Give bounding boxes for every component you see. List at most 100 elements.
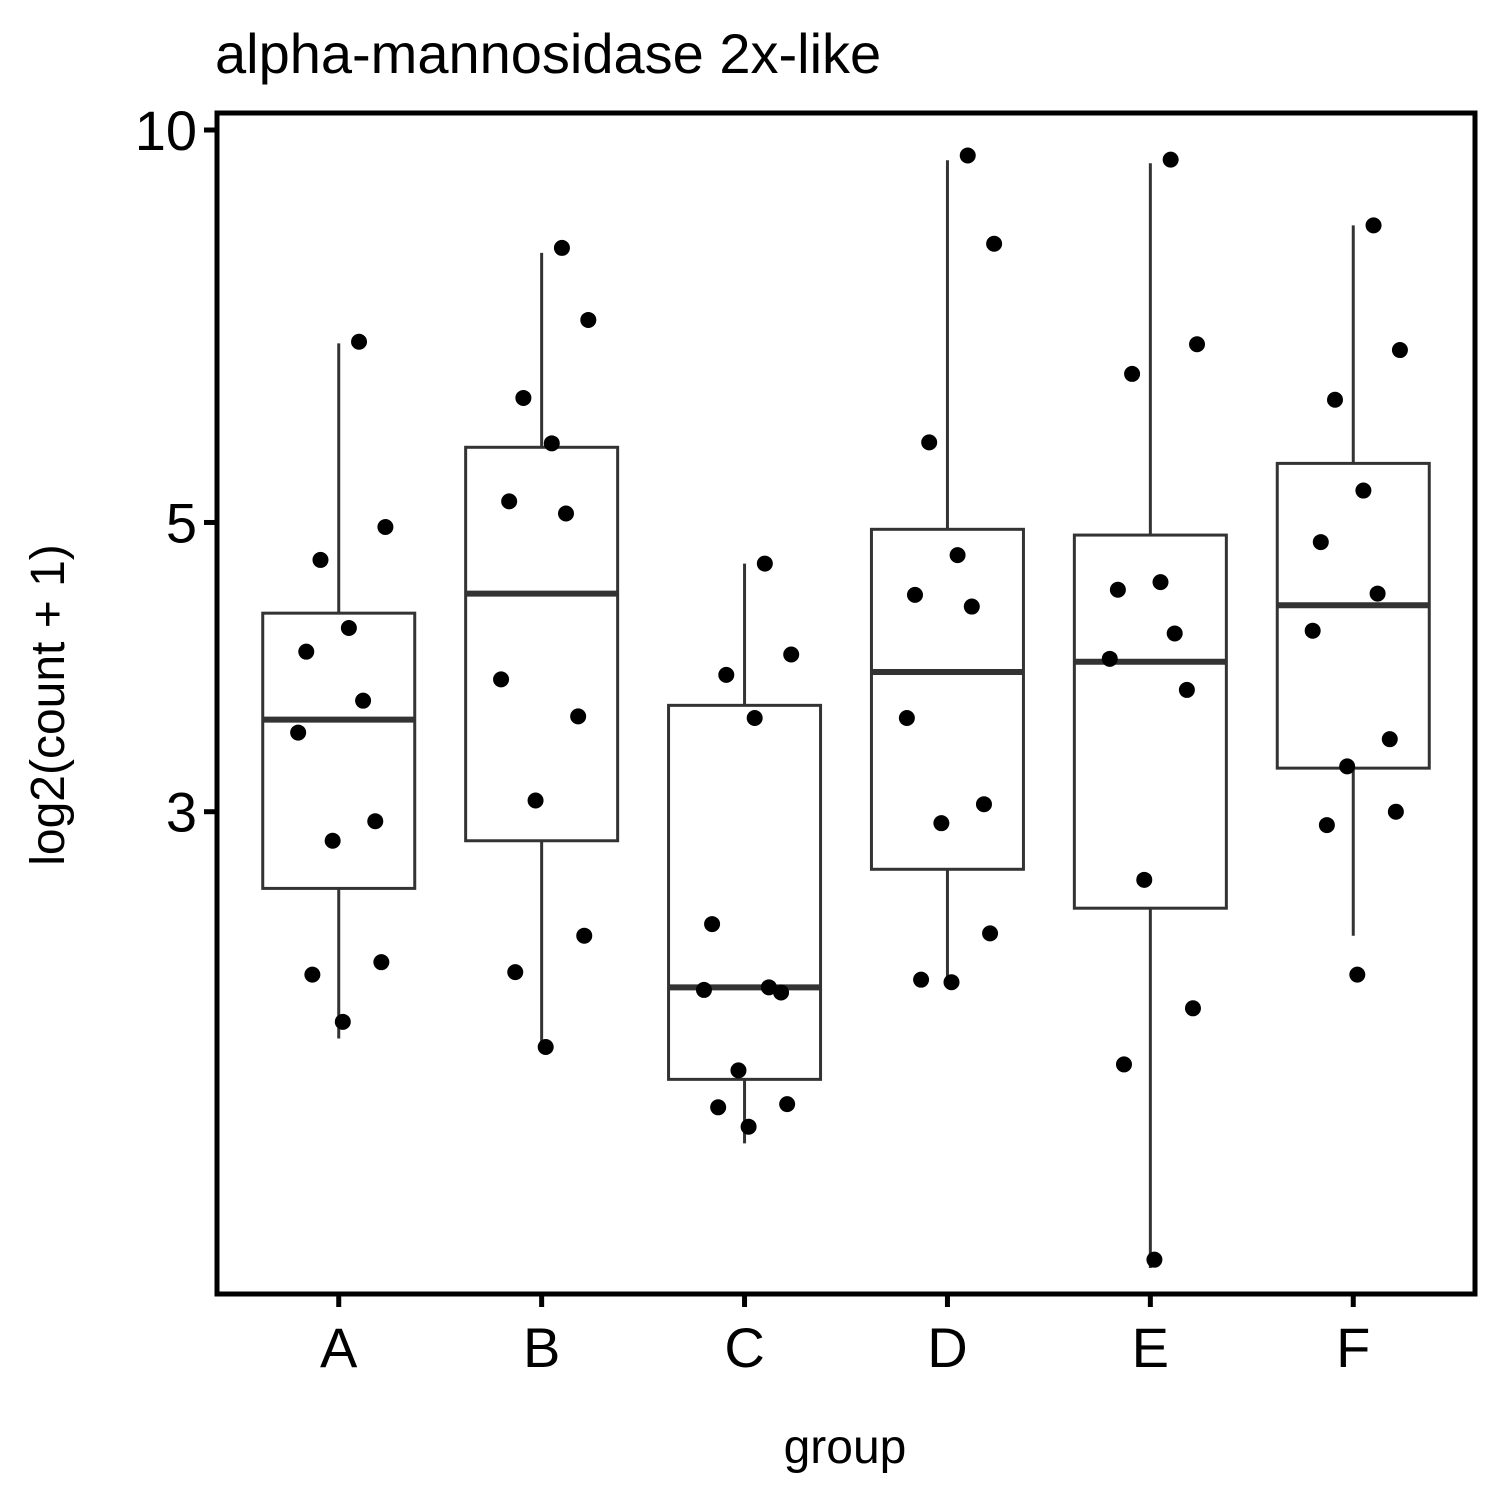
box-group-d	[869, 160, 1025, 980]
x-tick-label: A	[320, 1316, 358, 1379]
y-axis-label: log2(count + 1)	[22, 544, 75, 866]
x-tick-label: C	[724, 1316, 764, 1379]
box	[1275, 461, 1431, 770]
data-point	[501, 493, 518, 510]
data-point	[570, 708, 587, 725]
points-group-e	[1101, 151, 1206, 1268]
data-point	[576, 927, 593, 944]
data-point	[493, 671, 510, 688]
data-point	[1312, 534, 1329, 551]
data-point	[921, 434, 938, 451]
box-group-e	[1072, 163, 1228, 1269]
data-point	[773, 984, 790, 1001]
data-point	[898, 709, 915, 726]
data-point	[290, 724, 307, 741]
data-point	[543, 435, 560, 452]
box-group-a	[261, 343, 417, 1039]
chart-title: alpha-mannosidase 2x-like	[215, 22, 881, 85]
y-tick-label: 3	[166, 781, 197, 844]
box-group-f	[1275, 225, 1431, 936]
data-point	[1326, 391, 1343, 408]
data-point	[304, 966, 321, 983]
data-point	[986, 235, 1003, 252]
data-point	[1162, 151, 1179, 168]
plot-area	[261, 147, 1431, 1269]
data-point	[695, 981, 712, 998]
data-point	[1136, 871, 1153, 888]
x-tick-label: F	[1336, 1316, 1370, 1379]
data-point	[557, 505, 574, 522]
x-axis: A B C D E F	[320, 1296, 1370, 1379]
data-point	[760, 979, 777, 996]
x-tick-label: E	[1132, 1316, 1169, 1379]
data-point	[1101, 650, 1118, 667]
data-point	[1115, 1056, 1132, 1073]
box	[464, 445, 620, 843]
data-point	[527, 792, 544, 809]
data-point	[351, 333, 368, 350]
data-point	[1391, 342, 1408, 359]
data-point	[1339, 758, 1356, 775]
points-group-b	[493, 239, 597, 1055]
data-point	[312, 551, 329, 568]
x-tick-label: D	[927, 1316, 967, 1379]
data-point	[1189, 336, 1206, 353]
points-group-a	[290, 333, 394, 1030]
box	[869, 527, 1025, 871]
data-point	[730, 1062, 747, 1079]
data-point	[1146, 1251, 1163, 1268]
data-point	[377, 519, 394, 536]
points-group-f	[1304, 217, 1408, 983]
data-point	[553, 239, 570, 256]
data-point	[1369, 585, 1386, 602]
data-point	[783, 646, 800, 663]
data-point	[1349, 966, 1366, 983]
data-point	[963, 598, 980, 615]
data-point	[1304, 622, 1321, 639]
data-point	[580, 311, 597, 328]
data-point	[906, 586, 923, 603]
data-point	[1109, 581, 1126, 598]
x-axis-label: group	[784, 1421, 907, 1474]
data-point	[756, 555, 773, 572]
data-point	[1184, 1000, 1201, 1017]
points-group-c	[695, 555, 800, 1135]
data-point	[1166, 625, 1183, 642]
data-point	[746, 709, 763, 726]
data-point	[982, 925, 999, 942]
data-point	[537, 1038, 554, 1055]
data-point	[1178, 681, 1195, 698]
y-tick-label: 10	[135, 99, 197, 162]
box	[261, 611, 417, 890]
y-tick-label: 5	[166, 491, 197, 554]
data-point	[367, 813, 384, 830]
data-point	[334, 1013, 351, 1030]
data-point	[1152, 574, 1169, 591]
data-point	[710, 1099, 727, 1116]
data-point	[933, 815, 950, 832]
data-point	[373, 954, 390, 971]
data-point	[704, 916, 721, 933]
data-point	[340, 619, 357, 636]
box	[1072, 533, 1228, 910]
data-point	[1387, 803, 1404, 820]
data-point	[298, 643, 315, 660]
data-point	[355, 692, 372, 709]
data-point	[913, 971, 930, 988]
data-point	[740, 1118, 757, 1135]
data-point	[1365, 217, 1382, 234]
data-point	[507, 964, 524, 981]
data-point	[515, 389, 532, 406]
data-point	[779, 1096, 796, 1113]
x-tick-label: B	[523, 1316, 560, 1379]
box-group-c	[667, 563, 823, 1144]
data-point	[949, 547, 966, 564]
data-point	[1381, 731, 1398, 748]
data-point	[975, 796, 992, 813]
data-point	[1124, 365, 1141, 382]
data-point	[324, 832, 341, 849]
points-group-d	[898, 147, 1003, 991]
data-point	[1355, 482, 1372, 499]
box	[667, 703, 823, 1081]
